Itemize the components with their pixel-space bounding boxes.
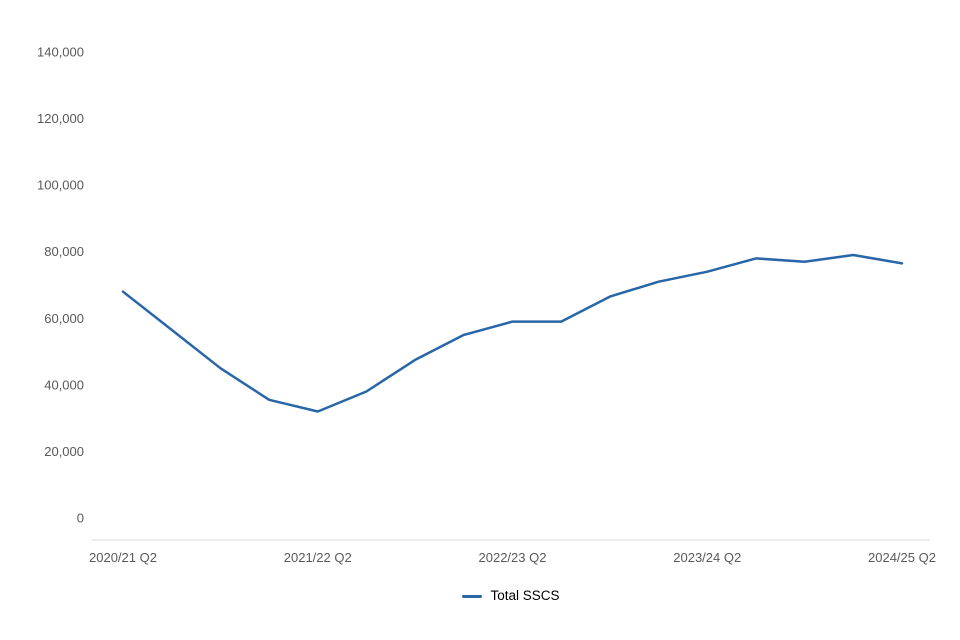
series-line-total-sscs[interactable] <box>121 253 904 413</box>
y-axis-tick-label: 20,000 <box>44 444 84 459</box>
x-axis-tick-label: 2020/21 Q2 <box>89 550 157 565</box>
x-axis-tick-label: 2024/25 Q2 <box>868 550 936 565</box>
x-axis-tick-label: 2023/24 Q2 <box>673 550 741 565</box>
legend-line-swatch <box>462 594 483 598</box>
chart-legend[interactable]: Total SSCS <box>92 587 930 605</box>
x-axis-tick-label: 2021/22 Q2 <box>284 550 352 565</box>
y-axis-tick-label: 0 <box>77 511 84 526</box>
y-axis-tick-label: 80,000 <box>44 244 84 259</box>
y-axis-tick-label: 120,000 <box>37 111 84 126</box>
y-axis-tick-label: 140,000 <box>37 45 84 60</box>
y-axis-tick-label: 100,000 <box>37 178 84 193</box>
x-axis-tick-label: 2022/23 Q2 <box>479 550 547 565</box>
legend-label: Total SSCS <box>490 588 560 604</box>
y-axis-tick-label: 40,000 <box>44 377 84 392</box>
y-axis-tick-label: 60,000 <box>44 311 84 326</box>
